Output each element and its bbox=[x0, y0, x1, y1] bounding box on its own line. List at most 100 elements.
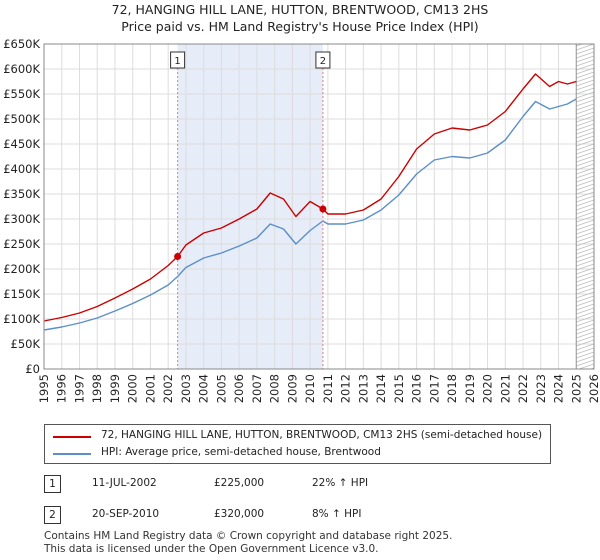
hatch-stroke bbox=[576, 231, 594, 239]
x-tick-label: 1997 bbox=[72, 374, 86, 403]
forecast-hatch bbox=[576, 28, 594, 369]
hatch-stroke bbox=[576, 55, 594, 63]
price-chart: 1 2 £0 £50K £100K £150K £200K £250K £300K £350K £… bbox=[3, 28, 600, 403]
y-tick-label: £500K bbox=[3, 112, 40, 126]
hatch-stroke bbox=[576, 235, 594, 243]
hatch-stroke bbox=[576, 167, 594, 175]
hatch-stroke bbox=[576, 251, 594, 259]
legend-swatch-price bbox=[53, 436, 91, 438]
hatch-stroke bbox=[576, 91, 594, 99]
hatch-stroke bbox=[576, 83, 594, 91]
ownership-period-shade bbox=[177, 44, 323, 369]
hatch-stroke bbox=[576, 147, 594, 155]
sale-point bbox=[174, 253, 182, 260]
hatch-stroke bbox=[576, 155, 594, 163]
hatch-stroke bbox=[576, 159, 594, 167]
hatch-stroke bbox=[576, 47, 594, 55]
x-tick-label: 2024 bbox=[552, 374, 566, 403]
y-tick-label: £300K bbox=[3, 212, 40, 226]
x-tick-label: 2003 bbox=[179, 374, 193, 403]
hatch-stroke bbox=[576, 271, 594, 279]
y-tick-label: £650K bbox=[3, 37, 40, 51]
transaction-number: 1 bbox=[44, 475, 61, 493]
hatch-stroke bbox=[576, 243, 594, 251]
hatch-stroke bbox=[576, 75, 594, 83]
x-tick-label: 2017 bbox=[427, 374, 441, 403]
legend-label-hpi: HPI: Average price, semi-detached house,… bbox=[101, 446, 381, 458]
x-tick-label: 2014 bbox=[374, 374, 388, 403]
hatch-stroke bbox=[576, 139, 594, 147]
hatch-stroke bbox=[576, 135, 594, 143]
hatch-stroke bbox=[576, 95, 594, 103]
hatch-stroke bbox=[576, 283, 594, 291]
hatch-stroke bbox=[576, 191, 594, 199]
hatch-stroke bbox=[576, 51, 594, 59]
hatch-stroke bbox=[576, 99, 594, 107]
x-tick-label: 2000 bbox=[126, 374, 140, 403]
hatch-stroke bbox=[576, 255, 594, 263]
transaction-price: £320,000 bbox=[214, 508, 265, 520]
x-tick-label: 2012 bbox=[339, 374, 353, 403]
hatch-stroke bbox=[576, 215, 594, 223]
transaction-hpi: 22% ↑ HPI bbox=[312, 477, 369, 489]
hatch-stroke bbox=[576, 203, 594, 211]
hatch-stroke bbox=[576, 299, 594, 307]
hatch-stroke bbox=[576, 275, 594, 283]
hatch-stroke bbox=[576, 59, 594, 67]
x-tick-label: 1999 bbox=[108, 374, 122, 403]
transaction-row: 1 11-JUL-2002 £225,000 22% ↑ HPI bbox=[44, 475, 564, 495]
x-tick-label: 2002 bbox=[161, 374, 175, 403]
legend: 72, HANGING HILL LANE, HUTTON, BRENTWOOD… bbox=[44, 424, 551, 464]
hatch-stroke bbox=[576, 44, 584, 47]
hatch-stroke bbox=[576, 295, 594, 303]
x-tick-label: 2006 bbox=[232, 374, 246, 403]
transaction-row: 2 20-SEP-2010 £320,000 8% ↑ HPI bbox=[44, 506, 564, 526]
hatch-stroke bbox=[576, 183, 594, 191]
x-tick-label: 2013 bbox=[356, 374, 370, 403]
x-tick-label: 2015 bbox=[392, 374, 406, 403]
hatch-stroke bbox=[576, 71, 594, 79]
hatch-stroke bbox=[576, 111, 594, 119]
hatch-stroke bbox=[576, 179, 594, 187]
y-tick-label: £350K bbox=[3, 187, 40, 201]
x-tick-label: 2022 bbox=[516, 374, 530, 403]
y-tick-label: £400K bbox=[3, 162, 40, 176]
hatch-stroke bbox=[576, 87, 594, 95]
hatch-stroke bbox=[576, 279, 594, 287]
hatch-stroke bbox=[576, 171, 594, 179]
hatch-stroke bbox=[576, 339, 594, 347]
hatch-stroke bbox=[576, 307, 594, 315]
sale-point bbox=[319, 205, 327, 213]
hatch-stroke bbox=[576, 115, 594, 123]
hatch-stroke bbox=[576, 131, 594, 139]
x-tick-label: 2004 bbox=[197, 374, 211, 403]
hatch-stroke bbox=[576, 267, 594, 275]
hatch-stroke bbox=[576, 67, 594, 75]
hatch-stroke bbox=[576, 223, 594, 231]
x-tick-label: 2018 bbox=[445, 374, 459, 403]
hatch-stroke bbox=[576, 359, 594, 367]
hatch-stroke bbox=[576, 211, 594, 219]
sale-marker-label: 2 bbox=[320, 56, 326, 67]
x-tick-label: 2005 bbox=[214, 374, 228, 403]
hatch-stroke bbox=[576, 303, 594, 311]
x-tick-label: 2026 bbox=[587, 374, 600, 403]
hatch-stroke bbox=[576, 28, 594, 34]
y-tick-label: £600K bbox=[3, 62, 40, 76]
x-tick-label: 2010 bbox=[303, 374, 317, 403]
hatch-stroke bbox=[576, 247, 594, 255]
hatch-stroke bbox=[576, 331, 594, 339]
sale-marker-label: 1 bbox=[174, 56, 180, 67]
hatch-stroke bbox=[576, 103, 594, 111]
hatch-stroke bbox=[576, 291, 594, 299]
price-paid-line bbox=[43, 73, 577, 322]
hatch-stroke bbox=[576, 127, 594, 135]
hatch-stroke bbox=[576, 36, 594, 42]
chart-title: 72, HANGING HILL LANE, HUTTON, BRENTWOOD… bbox=[111, 2, 489, 17]
y-tick-label: £50K bbox=[11, 337, 41, 351]
hatch-stroke bbox=[576, 323, 594, 331]
hatch-stroke bbox=[577, 363, 594, 369]
x-tick-label: 2021 bbox=[498, 374, 512, 403]
hatch-stroke bbox=[576, 143, 594, 151]
hatch-stroke bbox=[576, 227, 594, 235]
